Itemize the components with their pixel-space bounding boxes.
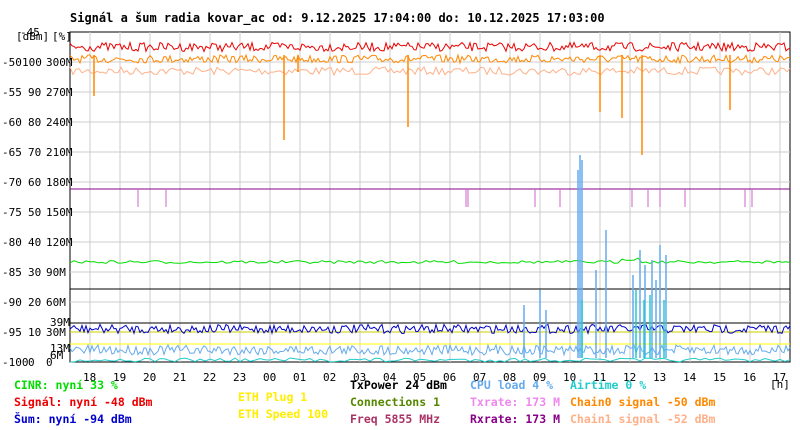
y-tick-dbm: -85 [2, 266, 22, 279]
series-cpu [69, 343, 791, 357]
y-tick-pct: 60 [28, 176, 41, 189]
y-tick-dbm: -50 [2, 56, 22, 69]
legend-item: ETH Plug 1 [238, 390, 307, 404]
y-tick-dbm: -65 [2, 146, 22, 159]
series-chain0 [69, 53, 791, 65]
y-tick-rate: 60M [46, 296, 66, 309]
y-tick-rate: 210M [46, 146, 73, 159]
legend-item: CPU load 4 % [470, 378, 553, 392]
y-tick-dbm: -55 [2, 86, 22, 99]
x-tick-label: 06 [443, 371, 456, 384]
series-layer [69, 40, 791, 363]
y-tick-rate: 300M [46, 56, 73, 69]
x-tick-label: 22 [203, 371, 216, 384]
y-tick-pct: 90 [28, 86, 41, 99]
legend-item: Chain1 signal -52 dBm [570, 412, 715, 426]
grid [70, 32, 790, 362]
legend-item: TxPower 24 dBm [350, 378, 447, 392]
y-tick-dbm: -75 [2, 206, 22, 219]
x-tick-label: 08 [503, 371, 516, 384]
x-tick-label: 05 [413, 371, 426, 384]
y-tick-pct: 20 [28, 296, 41, 309]
series-airtime [69, 357, 791, 363]
y-tick-dbm: -95 [2, 326, 22, 339]
y-tick-dbm: -70 [2, 176, 22, 189]
y-tick-rate: 240M [46, 116, 73, 129]
legend-item: Chain0 signal -50 dBm [570, 395, 715, 409]
rate-mark-6M: 6M [50, 349, 64, 362]
y-tick-pct: 30 [28, 266, 41, 279]
y-tick-dbm: -90 [2, 296, 22, 309]
y-unit-dbm: [dBm] [16, 30, 49, 43]
y-tick-pct: 10 [28, 326, 41, 339]
x-tick-label: 20 [143, 371, 156, 384]
x-tick-label: 18 [83, 371, 96, 384]
y-tick-pct: 40 [28, 236, 41, 249]
legend: CINR: nyní 33 % Signál: nyní -48 dBm Šum: … [14, 378, 715, 426]
x-tick-label: 13 [653, 371, 666, 384]
x-tick-label: 01 [293, 371, 306, 384]
series-cinr [69, 257, 791, 265]
y-tick-dbm: -80 [2, 236, 22, 249]
x-tick-label: 23 [233, 371, 246, 384]
y-axis-ticks: -45-50 100 300M-55 90 270M-60 80 240M-65 70 210M… [2, 26, 73, 369]
x-tick-label: 12 [623, 371, 636, 384]
rate-mark-13M: 13M [50, 342, 70, 355]
x-tick-label: 02 [323, 371, 336, 384]
legend-item: Freq 5855 MHz [350, 412, 440, 426]
rate-mark-39M: 39M [50, 316, 70, 329]
x-unit: [h] [770, 378, 790, 391]
legend-item: Connections 1 [350, 395, 440, 409]
x-axis-ticks: 18 19 20 21 22 23 00 01 02 03 04 05 06 07 08 09 10 11 12 13… [83, 371, 786, 384]
y-tick-dbm: -100 [2, 356, 29, 369]
x-tick-label: 19 [113, 371, 126, 384]
legend-item: Šum: nyní -94 dBm [14, 411, 132, 426]
x-tick-label: 07 [473, 371, 486, 384]
x-tick-label: 17 [773, 371, 786, 384]
legend-item: Signál: nyní -48 dBm [14, 395, 153, 409]
legend-item: CINR: nyní 33 % [14, 378, 118, 392]
x-tick-label: 15 [713, 371, 726, 384]
legend-item: ETH Speed 100 [238, 407, 328, 421]
x-tick-label: 03 [353, 371, 366, 384]
x-tick-label: 21 [173, 371, 186, 384]
x-tick-label: 09 [533, 371, 546, 384]
y-tick-pct: 100 [22, 56, 42, 69]
series-noise [69, 322, 791, 336]
y-tick-dbm: -60 [2, 116, 22, 129]
y-tick-rate: 270M [46, 86, 73, 99]
legend-item: Airtime 0 % [570, 378, 646, 392]
x-tick-label: 11 [593, 371, 606, 384]
x-tick-label: 16 [743, 371, 756, 384]
y-tick-pct: 70 [28, 146, 41, 159]
y-tick-rate: 120M [46, 236, 73, 249]
plot-frame [69, 31, 791, 363]
series-signal [69, 40, 791, 53]
y-tick-pct: 50 [28, 206, 41, 219]
y-tick-rate: 150M [46, 206, 73, 219]
y-tick-pct: 0 [28, 356, 35, 369]
x-tick-label: 14 [683, 371, 697, 384]
x-tick-label: 10 [563, 371, 576, 384]
y-tick-rate: 180M [46, 176, 73, 189]
series-chain1 [69, 65, 791, 77]
legend-item: Rxrate: 173 M [470, 412, 560, 426]
y-tick-pct: 80 [28, 116, 41, 129]
x-tick-label: 04 [383, 371, 397, 384]
chart-title: Signál a šum radia kovar_ac od: 9.12.202… [70, 11, 605, 26]
y-tick-dbm: -45 [20, 26, 40, 39]
y-tick-rate: 30M [46, 326, 66, 339]
y-tick-rate: 90M [46, 266, 66, 279]
y-tick-rate: 0 [46, 356, 53, 369]
y-unit-pct: [%] [52, 30, 72, 43]
x-tick-label: 00 [263, 371, 276, 384]
legend-item: Txrate: 173 M [470, 395, 560, 409]
